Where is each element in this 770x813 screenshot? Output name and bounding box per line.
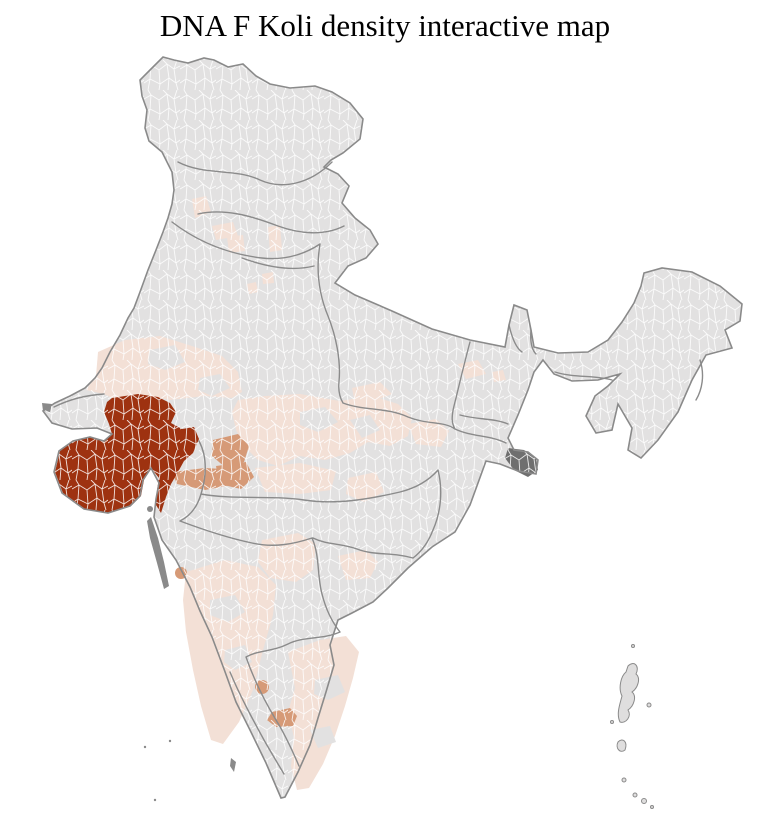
daman-coast-dot[interactable] xyxy=(147,506,153,512)
island[interactable] xyxy=(631,644,635,648)
island[interactable] xyxy=(646,702,652,708)
island[interactable] xyxy=(143,745,147,749)
map-title: DNA F Koli density interactive map xyxy=(159,8,611,43)
island[interactable] xyxy=(621,777,627,783)
island[interactable] xyxy=(650,805,654,809)
island[interactable] xyxy=(632,792,638,798)
island[interactable] xyxy=(153,798,157,802)
island-andaman-chain[interactable] xyxy=(617,663,640,723)
andaman-nicobar-islands[interactable] xyxy=(610,644,654,809)
kerala-coast-dot[interactable] xyxy=(230,758,236,772)
gray-hole[interactable] xyxy=(310,726,336,748)
lakshadweep-islands[interactable] xyxy=(143,739,172,802)
island[interactable] xyxy=(610,720,614,724)
mumbai-coast-strip[interactable] xyxy=(147,517,169,589)
island[interactable] xyxy=(616,739,627,752)
state-borders xyxy=(53,161,704,775)
island[interactable] xyxy=(641,798,647,804)
island[interactable] xyxy=(168,739,172,743)
